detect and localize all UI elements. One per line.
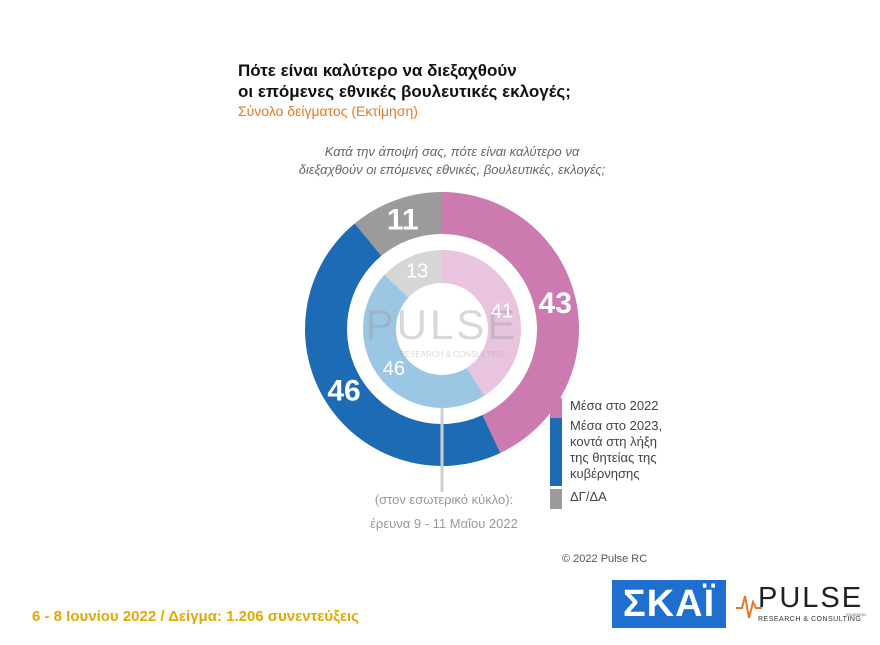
chart-subtitle: Σύνολο δείγματος (Εκτίμηση)	[238, 103, 418, 119]
pulse-watermark: PULSE RESEARCH & CONSULTING	[366, 301, 519, 359]
legend-item-gray: ΔΓ/ΔΑ	[550, 489, 607, 509]
watermark-tagline: RESEARCH & CONSULTING	[399, 350, 505, 359]
watermark-text: PULSE	[366, 301, 519, 348]
legend-item-pink: Μέσα στο 2022	[550, 398, 659, 418]
legend-item-blue: Μέσα στο 2023, κοντά στη λήξη της θητείας …	[550, 418, 662, 486]
skai-logo: ΣΚΑΪ	[612, 580, 726, 628]
question-line-1: Κατά την άποψή σας, πότε είναι καλύτερο …	[324, 144, 580, 159]
legend-label-line: κοντά στη λήξη	[570, 434, 657, 449]
inner-ring-note: (στον εσωτερικό κύκλο): έρευνα 9 - 11 Μα…	[338, 488, 550, 536]
outer-slice-blue	[304, 223, 501, 466]
inner-ring	[363, 250, 521, 408]
legend-label-line: Μέσα στο 2023,	[570, 418, 663, 433]
legend-label-line: Μέσα στο 2022	[570, 398, 659, 413]
pulse-logo-small: ΚΕΔΕΜΟΝ	[846, 612, 867, 617]
pulse-logo-tagline: RESEARCH & CONSULTING	[758, 616, 862, 623]
legend-label-gray: ΔΓ/ΔΑ	[570, 489, 607, 505]
title-line-2: οι επόμενες εθνικές βουλευτικές εκλογές;	[238, 82, 571, 101]
outer-label-gray: 11	[387, 203, 419, 236]
legend-label-line: της θητείας της	[570, 450, 657, 465]
outer-ring	[304, 192, 580, 466]
inner-slice-blue	[363, 274, 485, 408]
pulse-logo-word: PULSE	[758, 582, 864, 614]
legend-label-blue: Μέσα στο 2023, κοντά στη λήξη της θητείας …	[570, 418, 662, 482]
pulse-logo: PULSE ΚΕΔΕΜΟΝ RESEARCH & CONSULTING	[736, 582, 868, 630]
inner-note-line-1: (στον εσωτερικό κύκλο):	[374, 492, 514, 507]
pulse-wave-icon	[736, 595, 762, 619]
inner-note-line-2: έρευνα 9 - 11 Μαΐου 2022	[370, 516, 518, 531]
outer-slice-gray	[354, 192, 442, 256]
legend-label-line: κυβέρνησης	[570, 466, 640, 481]
legend-label-pink: Μέσα στο 2022	[570, 398, 659, 414]
legend-swatch-pink	[550, 398, 562, 418]
data-labels: 43 46 11 41 46 13	[327, 203, 572, 407]
inner-label-blue: 46	[383, 358, 405, 380]
outer-label-blue: 46	[327, 375, 360, 408]
inner-label-pink: 41	[491, 301, 513, 323]
title-line-1: Πότε είναι καλύτερο να διεξαχθούν	[238, 61, 517, 80]
legend-label-line: ΔΓ/ΔΑ	[570, 489, 607, 504]
inner-slice-gray	[384, 250, 442, 298]
chart-title: Πότε είναι καλύτερο να διεξαχθούν οι επό…	[238, 60, 571, 102]
question-line-2: διεξαχθούν οι επόμενες εθνικές, βουλευτι…	[298, 162, 606, 177]
copyright: © 2022 Pulse RC	[562, 553, 648, 565]
survey-question: Κατά την άποψή σας, πότε είναι καλύτερο …	[262, 143, 642, 179]
outer-label-pink: 43	[539, 287, 572, 320]
outer-slice-pink	[442, 192, 580, 453]
footer-sample-info: 6 - 8 Ιουνίου 2022 / Δείγμα: 1.206 συνεν…	[32, 608, 359, 625]
legend-swatch-gray	[550, 489, 562, 509]
inner-label-gray: 13	[406, 261, 428, 283]
inner-slice-pink	[442, 250, 521, 396]
legend-swatch-blue	[550, 418, 562, 486]
